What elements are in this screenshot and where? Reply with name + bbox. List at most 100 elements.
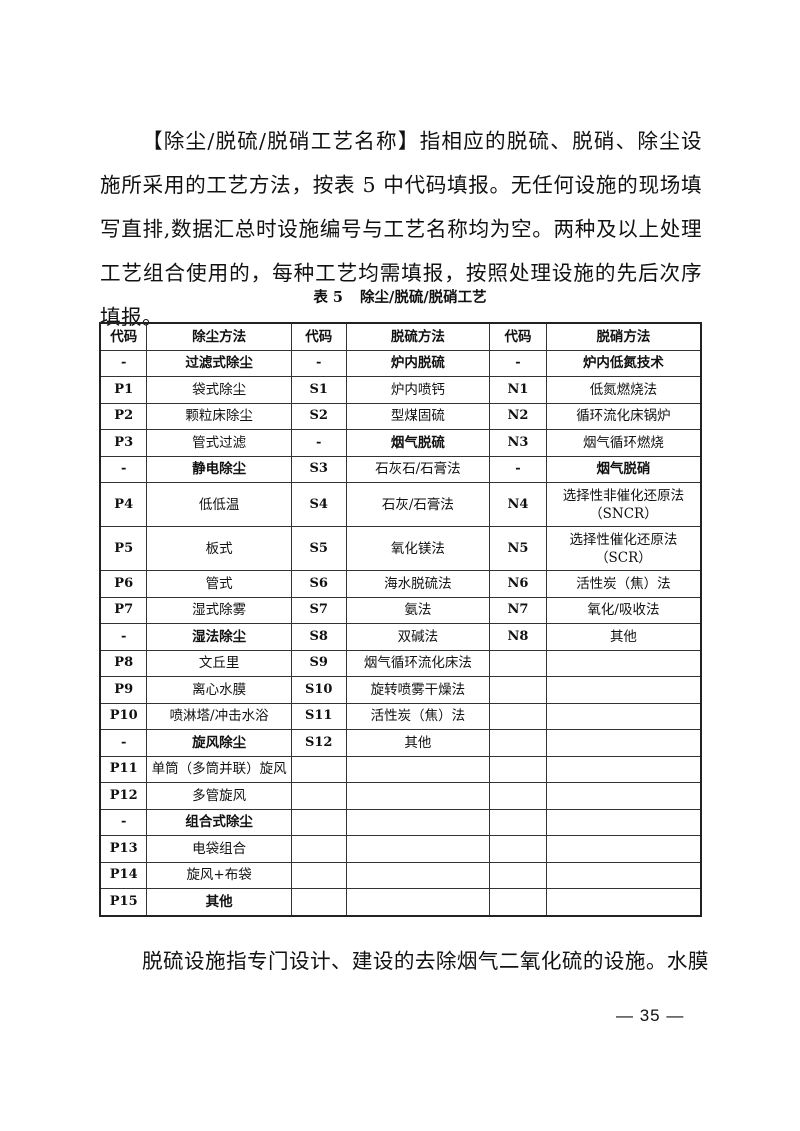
cell-code: N3 — [489, 429, 547, 457]
cell-dust-method: 湿法除尘 — [146, 623, 292, 651]
page-number: — 35 — — [616, 1006, 685, 1025]
header-code-dust: 代码 — [99, 322, 148, 351]
table-row: - 组合式除尘 — [99, 808, 702, 836]
cell-denitrification-method — [545, 676, 702, 704]
cell-desulfurization-method: 旋转喷雾干燥法 — [345, 676, 491, 704]
cell-code: P5 — [99, 526, 148, 571]
cell-desulfurization-method: 炉内脱硫 — [345, 349, 491, 377]
cell-denitrification-method: 烟气脱硝 — [545, 455, 702, 483]
table-number: 表 5 — [313, 289, 343, 306]
table-body: - 过滤式除尘 - 炉内脱硫 - 炉内低氮技术 P1 袋式除尘 S1 炉内喷钙 N1 低氮燃烧法 P2 颗… — [99, 349, 702, 916]
cell-code: S4 — [290, 482, 347, 527]
cell-dust-method: 旋风+布袋 — [146, 861, 292, 889]
cell-code: P7 — [99, 596, 148, 624]
header-desulfurization-method: 脱硫方法 — [345, 322, 491, 351]
cell-code: P6 — [99, 570, 148, 598]
cell-code — [290, 808, 347, 836]
cell-code: S7 — [290, 596, 347, 624]
table-row: P12 多管旋风 — [99, 782, 702, 810]
cell-dust-method: 文丘里 — [146, 649, 292, 677]
cell-denitrification-method: 选择性催化还原法 （SCR） — [545, 526, 702, 571]
cell-code: P4 — [99, 482, 148, 527]
cell-dust-method: 管式过滤 — [146, 429, 292, 457]
cell-dust-method: 单筒（多筒并联）旋风 — [146, 755, 292, 783]
cell-code: P1 — [99, 376, 148, 404]
cell-denitrification-method: 活性炭（焦）法 — [545, 570, 702, 598]
cell-code — [489, 888, 547, 916]
cell-denitrification-method — [545, 702, 702, 730]
cell-dust-method: 离心水膜 — [146, 676, 292, 704]
header-dust-method: 除尘方法 — [146, 322, 292, 351]
cell-code: - — [99, 455, 148, 483]
cell-desulfurization-method — [345, 861, 491, 889]
cell-code: N5 — [489, 526, 547, 571]
cell-desulfurization-method: 烟气循环流化床法 — [345, 649, 491, 677]
cell-desulfurization-method: 活性炭（焦）法 — [345, 702, 491, 730]
cell-code — [290, 782, 347, 810]
cell-code: P10 — [99, 702, 148, 730]
cell-desulfurization-method: 双碱法 — [345, 623, 491, 651]
cell-denitrification-method: 其他 — [545, 623, 702, 651]
table-row: P5 板式 S5 氧化镁法 N5 选择性催化还原法 （SCR） — [99, 526, 702, 571]
cell-dust-method: 电袋组合 — [146, 835, 292, 863]
header-code-nitrogen: 代码 — [489, 322, 547, 351]
table-row: P14 旋风+布袋 — [99, 861, 702, 889]
table-row: - 旋风除尘 S12 其他 — [99, 729, 702, 757]
table-row: - 静电除尘 S3 石灰石/石膏法 - 烟气脱硝 — [99, 455, 702, 483]
cell-code: - — [290, 349, 347, 377]
cell-dust-method: 管式 — [146, 570, 292, 598]
cell-code: P2 — [99, 402, 148, 430]
cell-code: N7 — [489, 596, 547, 624]
cell-denitrification-method: 选择性非催化还原法 （SNCR） — [545, 482, 702, 527]
cell-desulfurization-method — [345, 782, 491, 810]
cell-code: - — [99, 808, 148, 836]
cell-code: - — [99, 623, 148, 651]
cell-code: P3 — [99, 429, 148, 457]
cell-denitrification-method — [545, 835, 702, 863]
cell-code: - — [99, 349, 148, 377]
cell-code: N4 — [489, 482, 547, 527]
table-row: P10 喷淋塔/冲击水浴 S11 活性炭（焦）法 — [99, 702, 702, 730]
cell-code: S11 — [290, 702, 347, 730]
cell-dust-method: 静电除尘 — [146, 455, 292, 483]
cell-dust-method: 其他 — [146, 888, 292, 916]
cell-code: P9 — [99, 676, 148, 704]
table-row: P11 单筒（多筒并联）旋风 — [99, 755, 702, 783]
table-row: P2 颗粒床除尘 S2 型煤固硫 N2 循环流化床锅炉 — [99, 402, 702, 430]
cell-code — [489, 835, 547, 863]
table-row: P4 低低温 S4 石灰/石膏法 N4 选择性非催化还原法 （SNCR） — [99, 482, 702, 527]
cell-denitrification-method: 氧化/吸收法 — [545, 596, 702, 624]
cell-code — [489, 861, 547, 889]
cell-code — [489, 808, 547, 836]
process-code-table: 代码 除尘方法 代码 脱硫方法 代码 脱硝方法 - 过滤式除尘 - 炉内脱硫 - 炉内低氮… — [99, 322, 702, 917]
cell-code: N6 — [489, 570, 547, 598]
cell-denitrification-method — [545, 649, 702, 677]
cell-desulfurization-method: 石灰/石膏法 — [345, 482, 491, 527]
cell-denitrification-method: 炉内低氮技术 — [545, 349, 702, 377]
table-row: P1 袋式除尘 S1 炉内喷钙 N1 低氮燃烧法 — [99, 376, 702, 404]
cell-code: S1 — [290, 376, 347, 404]
header-denitrification-method: 脱硝方法 — [545, 322, 702, 351]
cell-desulfurization-method — [345, 835, 491, 863]
cell-code: P8 — [99, 649, 148, 677]
cell-denitrification-method: 低氮燃烧法 — [545, 376, 702, 404]
cell-dust-method: 喷淋塔/冲击水浴 — [146, 702, 292, 730]
cell-code: P12 — [99, 782, 148, 810]
cell-denitrification-method — [545, 729, 702, 757]
cell-code — [290, 861, 347, 889]
cell-desulfurization-method — [345, 888, 491, 916]
cell-code: P13 — [99, 835, 148, 863]
cell-code: N1 — [489, 376, 547, 404]
cell-dust-method: 颗粒床除尘 — [146, 402, 292, 430]
cell-code: S2 — [290, 402, 347, 430]
cell-code: - — [99, 729, 148, 757]
cell-code — [489, 755, 547, 783]
cell-desulfurization-method: 氨法 — [345, 596, 491, 624]
cell-code: P15 — [99, 888, 148, 916]
cell-code: - — [489, 349, 547, 377]
table-row: P15 其他 — [99, 888, 702, 916]
table-row: P9 离心水膜 S10 旋转喷雾干燥法 — [99, 676, 702, 704]
cell-desulfurization-method: 型煤固硫 — [345, 402, 491, 430]
table-row: P6 管式 S6 海水脱硫法 N6 活性炭（焦）法 — [99, 570, 702, 598]
cell-dust-method: 过滤式除尘 — [146, 349, 292, 377]
